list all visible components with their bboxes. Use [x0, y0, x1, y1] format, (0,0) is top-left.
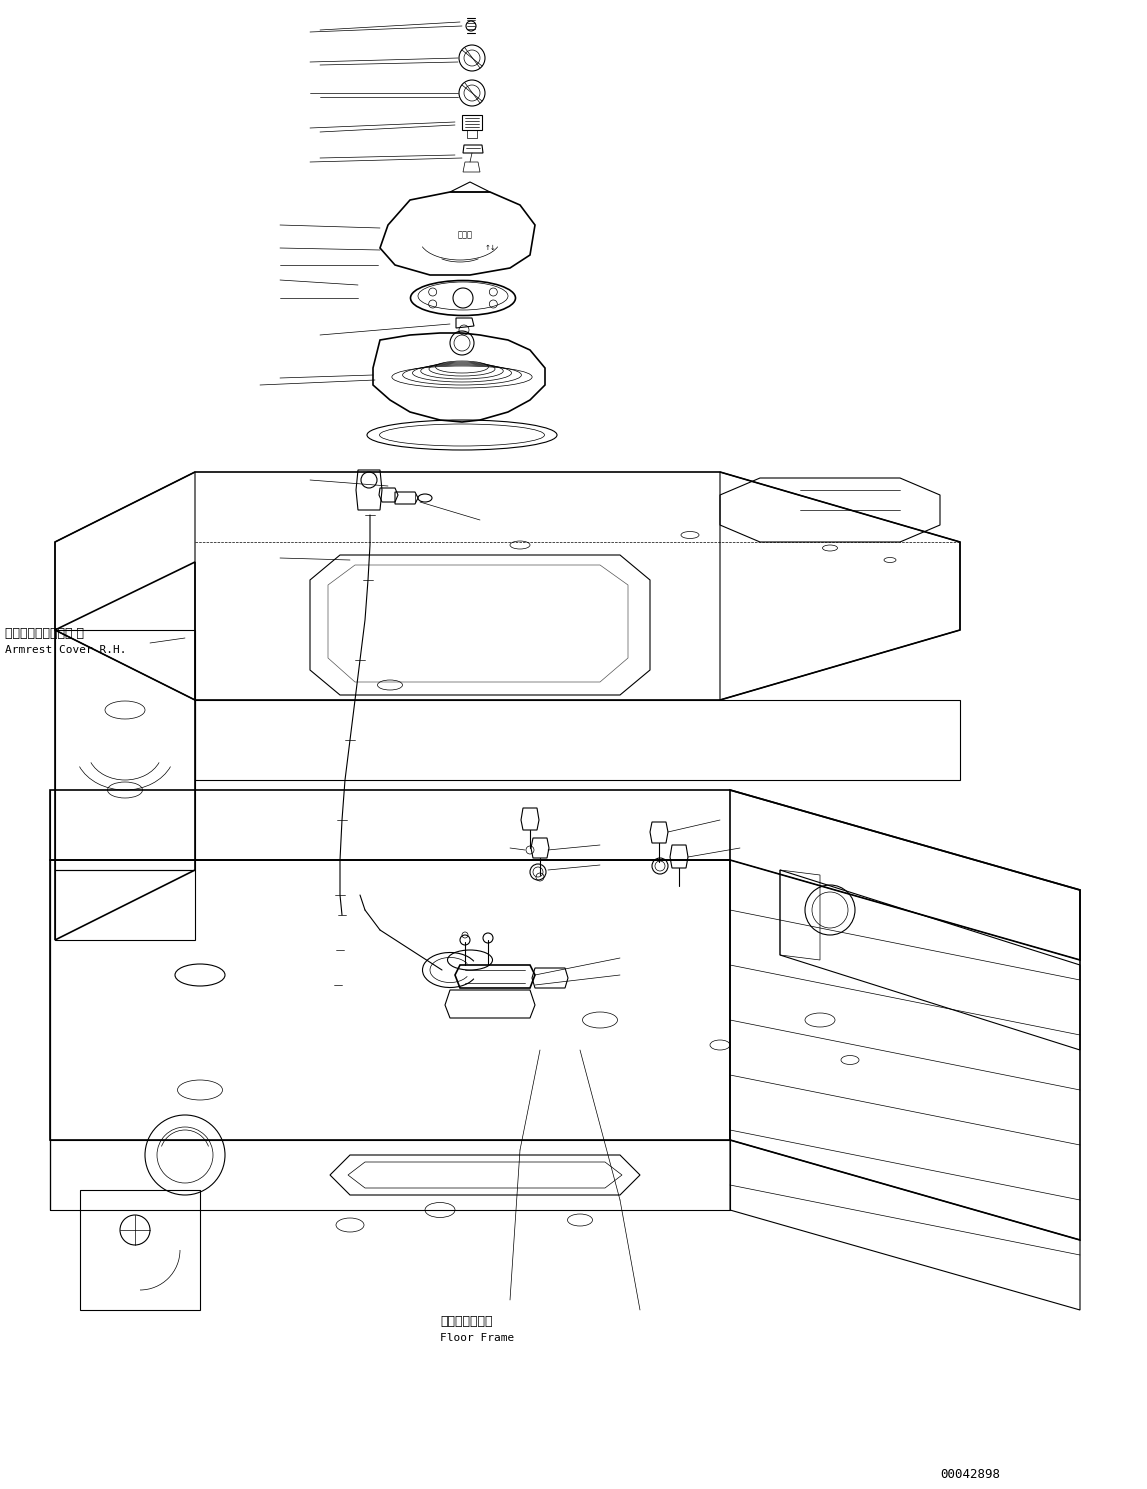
Text: ↑↓: ↑↓ [484, 246, 496, 252]
Text: アームレストカバー 右: アームレストカバー 右 [5, 627, 84, 640]
Text: 00042898: 00042898 [941, 1468, 1000, 1482]
Text: Armrest Cover R.H.: Armrest Cover R.H. [5, 645, 126, 655]
Text: Floor Frame: Floor Frame [440, 1333, 514, 1343]
Text: フロアフレーム: フロアフレーム [440, 1315, 492, 1328]
Text: リフト: リフト [458, 231, 473, 240]
